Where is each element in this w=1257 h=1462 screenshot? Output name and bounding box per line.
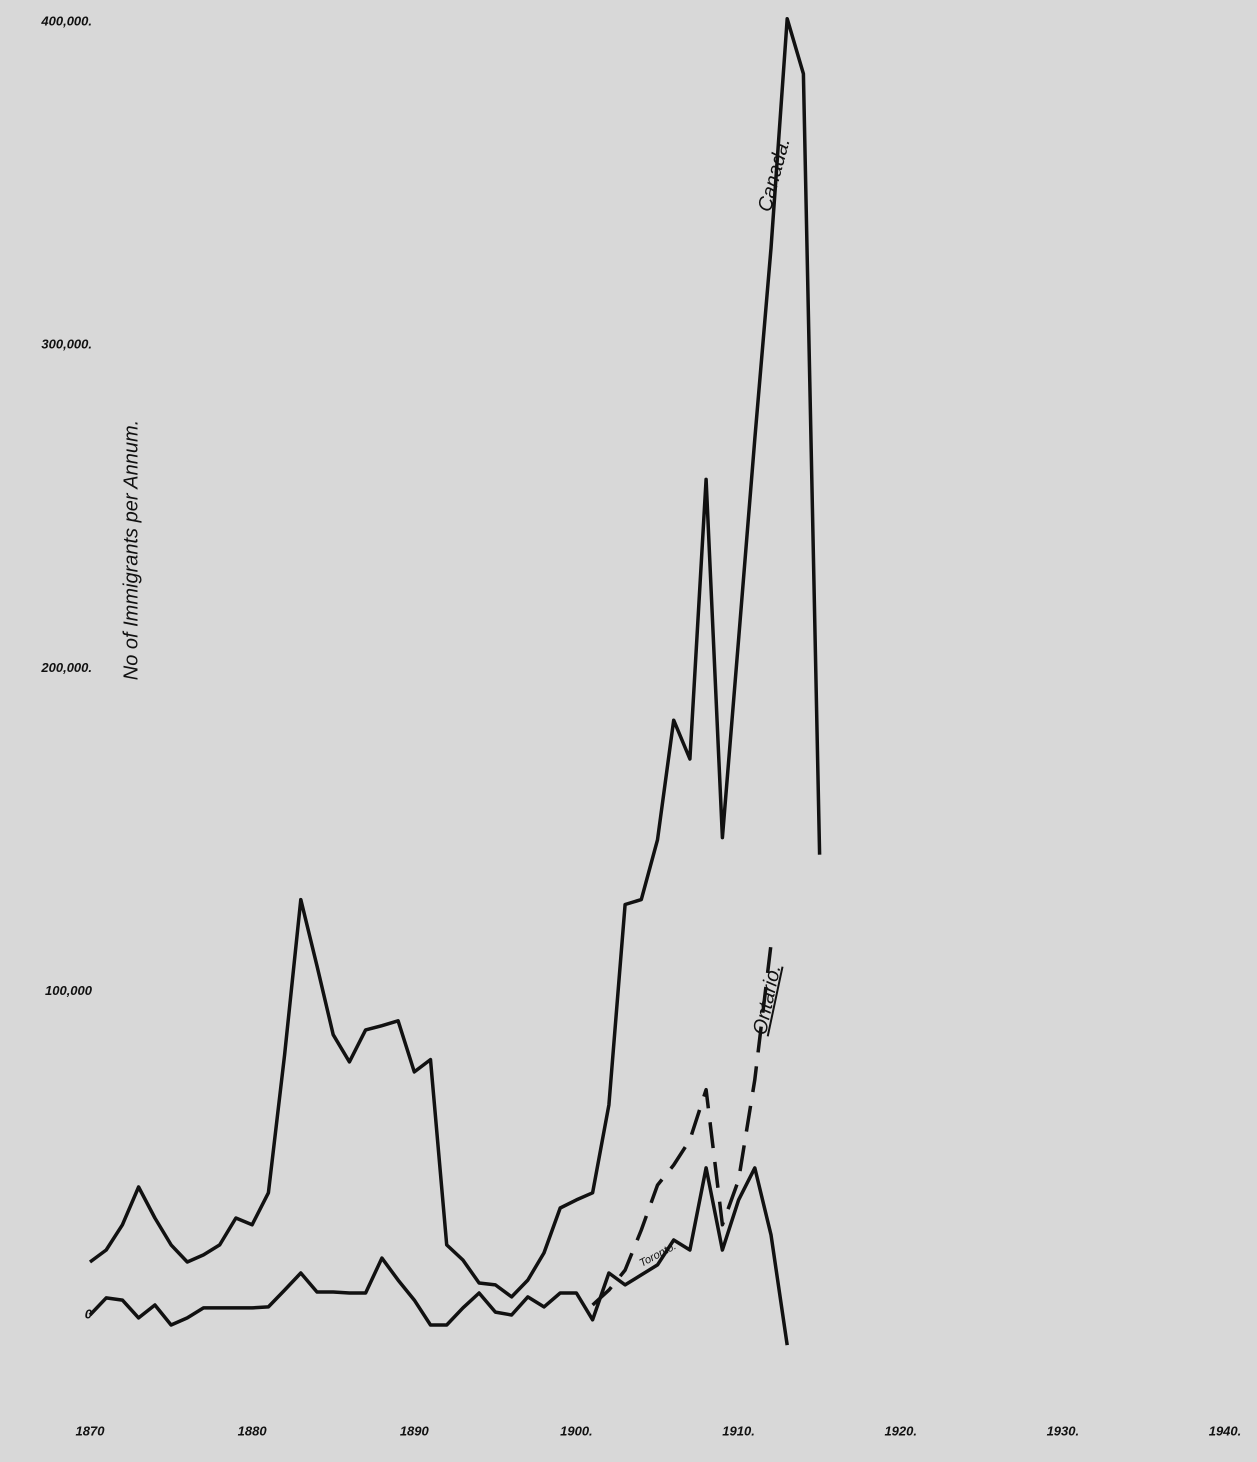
x-tick-label: 1920. xyxy=(884,1423,917,1438)
y-tick-label: 100,000 xyxy=(45,983,93,998)
y-tick-label: 400,000. xyxy=(40,13,92,28)
series-line xyxy=(88,17,822,1299)
y-axis-title: No of Immigrants per Annum. xyxy=(120,420,142,680)
x-tick-label: 1870 xyxy=(76,1423,106,1438)
y-tick-label: 200,000. xyxy=(40,660,92,675)
x-tick-label: 1910. xyxy=(722,1423,755,1438)
series-line xyxy=(591,944,773,1307)
x-tick-label: 1930. xyxy=(1047,1423,1080,1438)
x-tick-label: 1900. xyxy=(560,1423,593,1438)
series-label: Ontario. xyxy=(749,963,785,1037)
y-tick-label: 300,000. xyxy=(41,337,92,352)
series-line xyxy=(88,1166,789,1346)
x-tick-label: 1880 xyxy=(238,1423,268,1438)
x-tick-label: 1890 xyxy=(400,1423,430,1438)
series-label: Canada. xyxy=(754,135,795,214)
x-tick-label: 1940. xyxy=(1209,1423,1242,1438)
y-tick-label: 0 xyxy=(85,1306,93,1321)
